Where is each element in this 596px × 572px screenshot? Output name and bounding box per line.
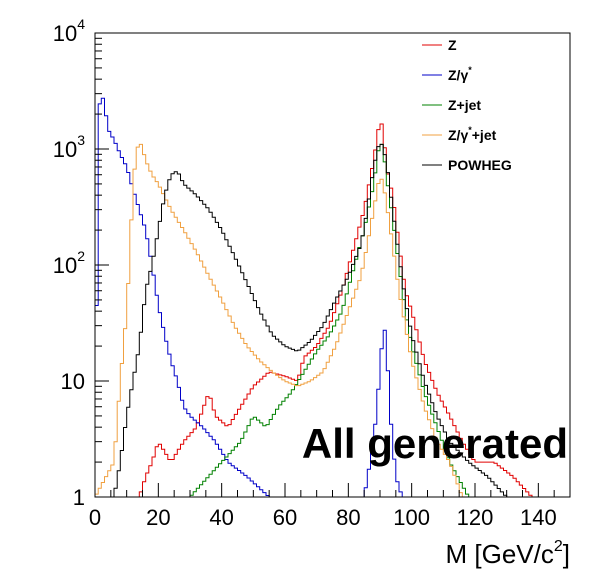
y-tick-label: 1	[73, 485, 85, 510]
overlay-annotation: All generated	[302, 420, 568, 467]
series-line-2	[95, 143, 570, 497]
legend-label: POWHEG	[448, 157, 512, 173]
legend: Z Z/γ* Z+jet Z/γ*+jet POWHEG	[422, 37, 512, 173]
x-axis-title-main: M [GeV/c	[446, 539, 554, 569]
series-line-4	[95, 143, 570, 497]
series-layer	[95, 97, 570, 497]
y-tick-label: 103	[53, 132, 85, 162]
x-axis-title: M [GeV/c2]	[446, 538, 571, 569]
x-tick-label: 20	[146, 505, 170, 530]
tick-labels-layer: 0 20 40 60 80 100 120 140 1 10 102 103 104	[53, 16, 557, 530]
y-tick-label: 104	[53, 16, 85, 46]
ticks-layer	[94, 32, 571, 498]
x-tick-label: 0	[89, 505, 101, 530]
legend-label: Z	[448, 37, 457, 53]
series-line-0	[95, 123, 570, 497]
series-line-3	[95, 143, 570, 497]
legend-label: Z+jet	[448, 97, 481, 113]
x-tick-label: 140	[520, 505, 557, 530]
x-axis-title-close: ]	[563, 539, 570, 569]
legend-label: Z/γ*	[448, 65, 472, 83]
x-axis-title-sup: 2	[554, 538, 563, 555]
y-tick-label: 102	[53, 248, 85, 278]
x-tick-label: 100	[393, 505, 430, 530]
x-tick-label: 60	[273, 505, 297, 530]
x-tick-label: 120	[457, 505, 494, 530]
x-tick-label: 40	[209, 505, 233, 530]
x-tick-label: 80	[336, 505, 360, 530]
legend-label: Z/γ*+jet	[448, 125, 497, 143]
y-tick-label: 10	[61, 369, 85, 394]
